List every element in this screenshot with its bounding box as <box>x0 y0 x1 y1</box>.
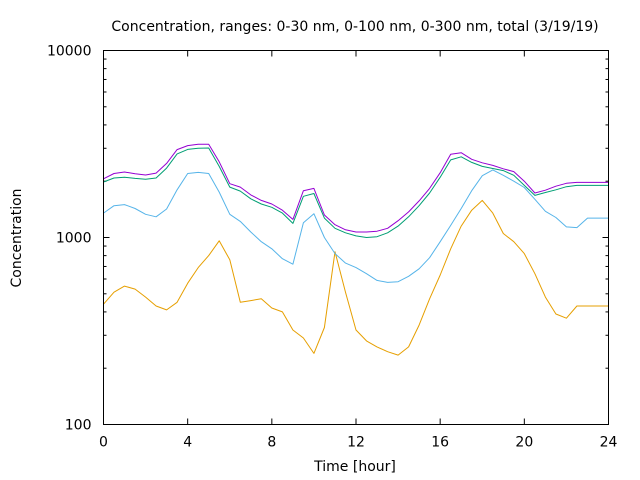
x-tick-label: 4 <box>183 435 192 451</box>
x-tick-label: 24 <box>600 435 618 451</box>
y-axis-label: Concentration <box>9 188 25 287</box>
x-axis-label: Time [hour] <box>313 459 396 475</box>
series-lines <box>103 143 609 356</box>
x-tick-label: 16 <box>431 435 449 451</box>
x-tick-label: 12 <box>347 435 365 451</box>
y-tick-label: 100 <box>65 418 92 434</box>
x-tick-label: 0 <box>99 435 108 451</box>
y-tick-label: 10000 <box>47 44 92 60</box>
y-tick-label: 1000 <box>56 231 92 247</box>
series-line-2 <box>103 169 609 283</box>
x-tick-label: 8 <box>267 435 276 451</box>
axis-tick-labels: 0 4 8 12 16 20 24 100 1000 10000 <box>47 44 618 451</box>
series-line-3 <box>103 147 609 238</box>
series-line-1 <box>103 199 609 356</box>
plot-frame <box>103 50 609 425</box>
series-line-4 <box>103 143 609 233</box>
x-tick-label: 20 <box>515 435 533 451</box>
chart-title: Concentration, ranges: 0-30 nm, 0-100 nm… <box>111 19 598 35</box>
axis-ticks <box>103 50 609 425</box>
